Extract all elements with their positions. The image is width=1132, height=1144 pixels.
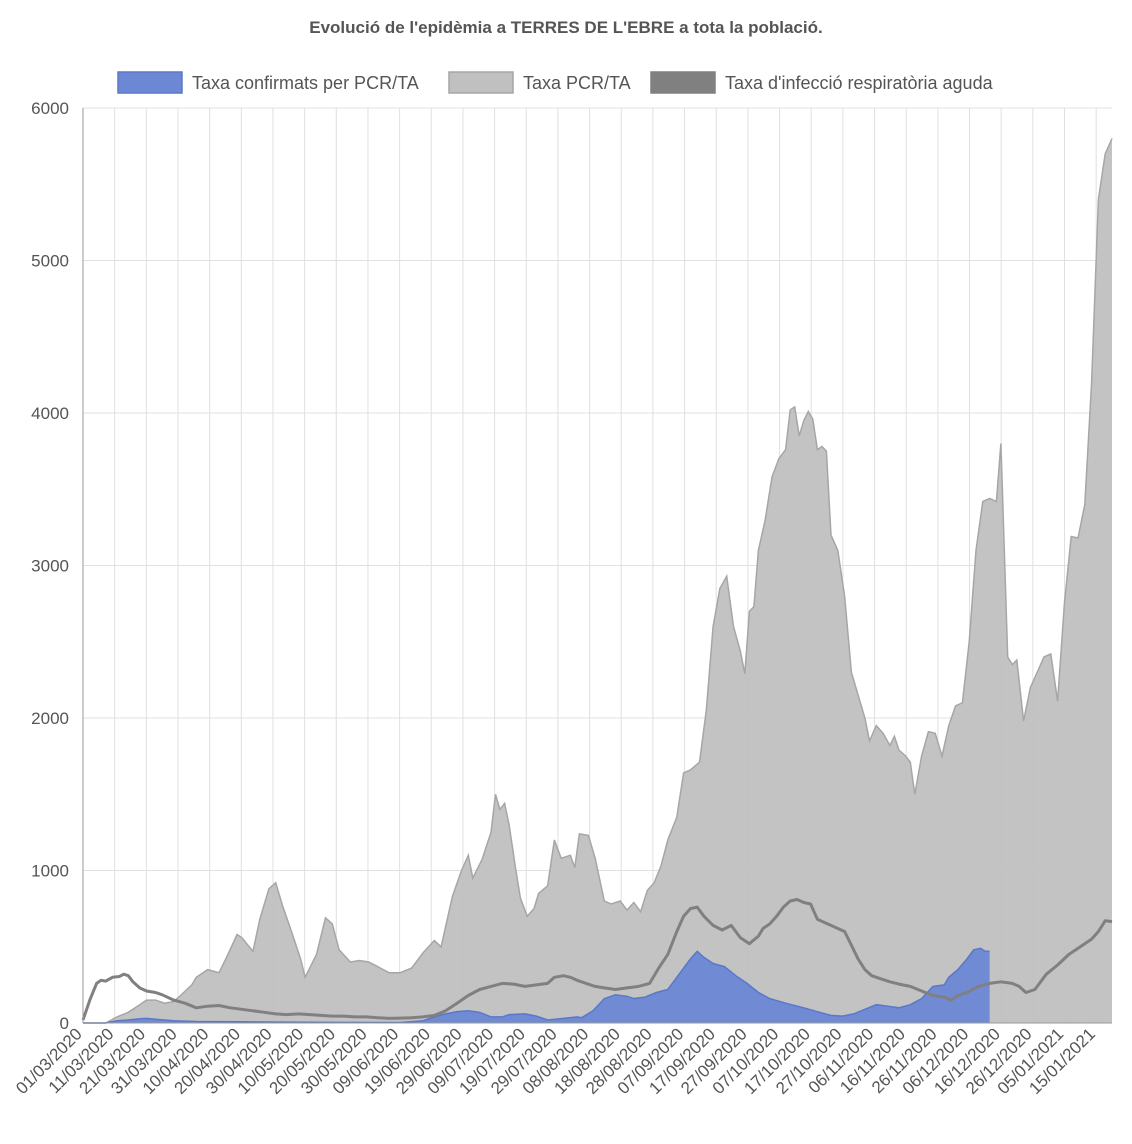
series-area-0: [83, 948, 990, 1023]
y-tick-label: 2000: [31, 709, 69, 728]
series-layer: [81, 138, 1113, 1024]
y-tick-label: 5000: [31, 252, 69, 271]
legend: Taxa confirmats per PCR/TA Taxa PCR/TA Tax…: [117, 71, 994, 94]
y-tick-label: 0: [60, 1014, 69, 1033]
legend-swatch[interactable]: [650, 71, 716, 94]
legend-swatch[interactable]: [448, 71, 514, 94]
legend-swatch[interactable]: [117, 71, 183, 94]
y-tick-label: 1000: [31, 862, 69, 881]
y-tick-label: 3000: [31, 557, 69, 576]
legend-label[interactable]: Taxa PCR/TA: [523, 73, 631, 93]
series-outline-1: [83, 138, 1113, 1024]
series-area-1: [83, 138, 1112, 1023]
y-tick-label: 6000: [31, 99, 69, 118]
legend-label[interactable]: Taxa confirmats per PCR/TA: [192, 73, 419, 93]
series-line-2: [81, 898, 1113, 1021]
y-tick-label: 4000: [31, 404, 69, 423]
legend-label[interactable]: Taxa d'infecció respiratòria aguda: [725, 73, 994, 93]
chart-title: Evolució de l'epidèmia a TERRES DE L'EBR…: [309, 18, 823, 37]
series-outline-0: [83, 947, 990, 1024]
